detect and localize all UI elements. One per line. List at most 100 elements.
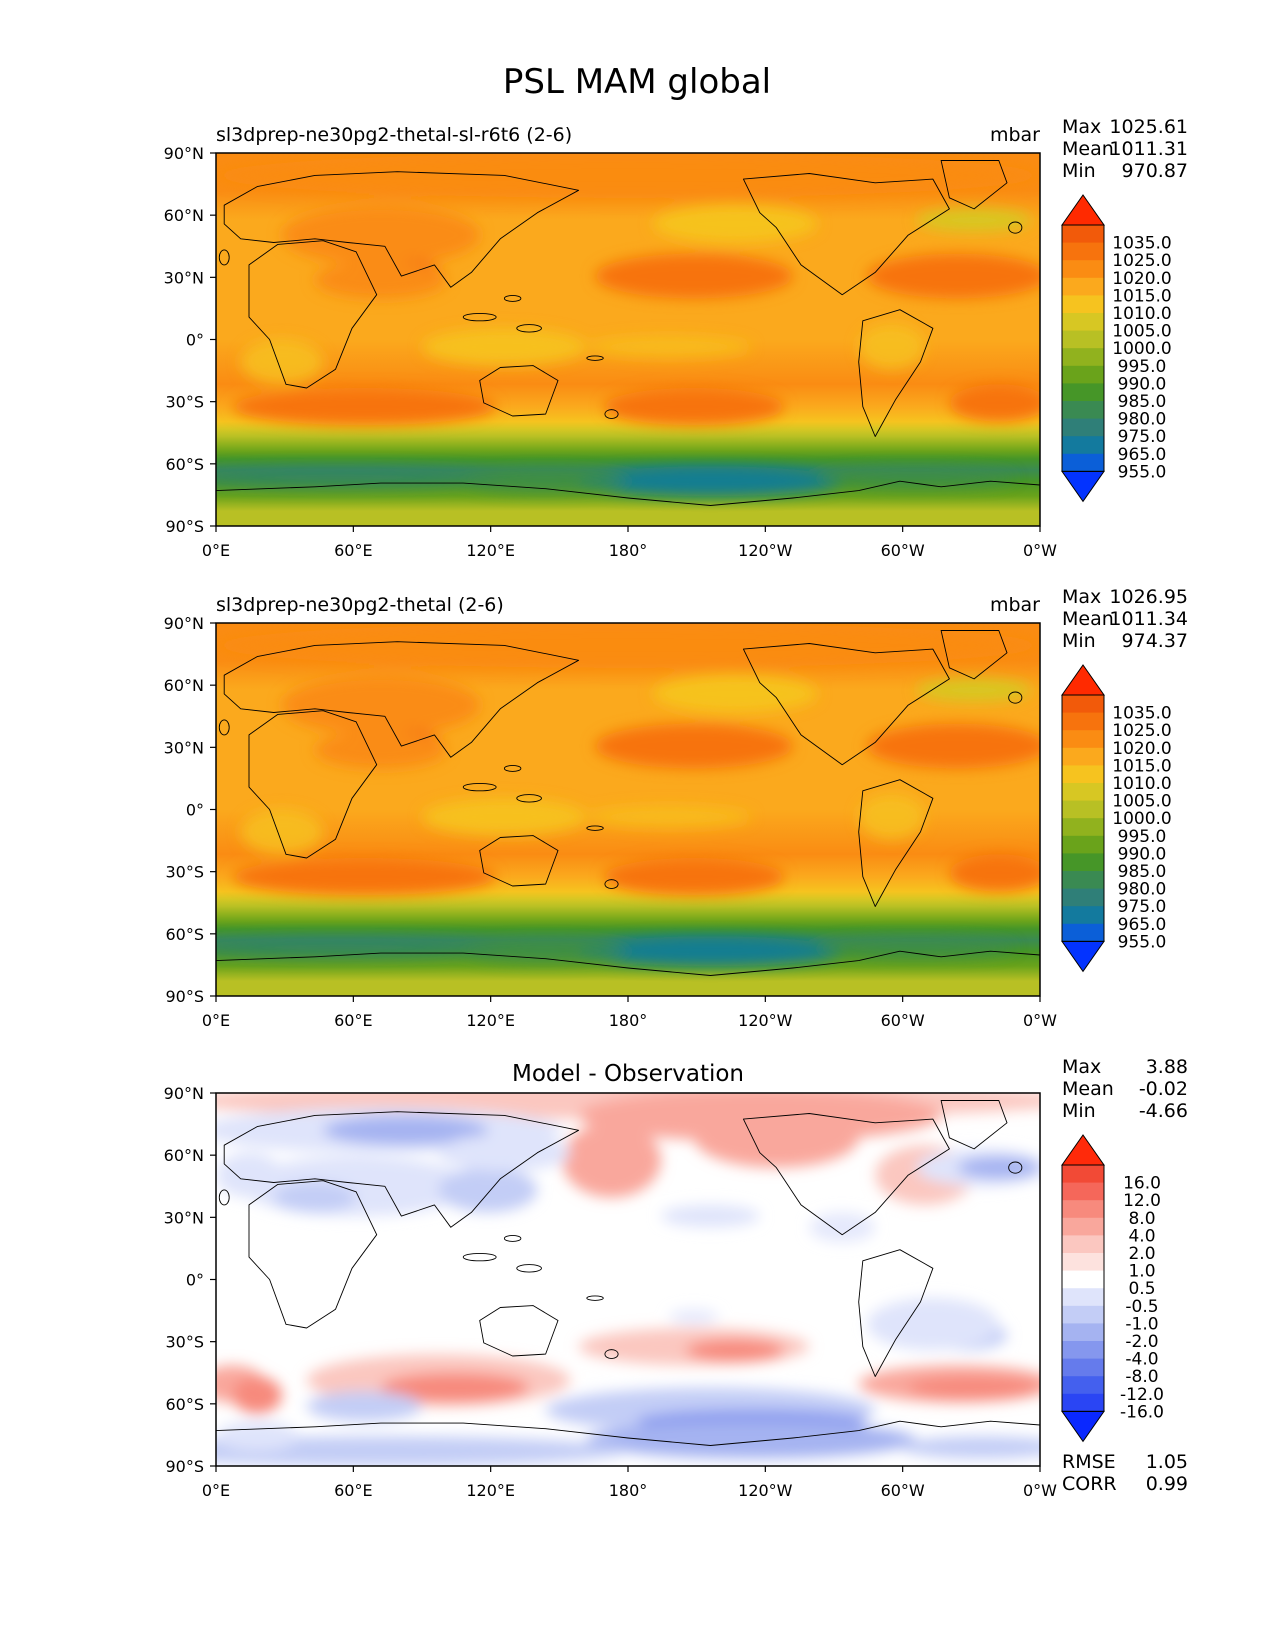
- map-panel-difference: 0°E 60°E 120°E 180° 120°W 60°W 0°W 90°N 60°N 30°N…: [164, 1056, 1188, 1500]
- y-tick-label: 90°N: [164, 1084, 204, 1103]
- x-tick-label: 60°E: [334, 1481, 372, 1500]
- y-tick-label: 30°S: [165, 1333, 204, 1352]
- coastline-island: [604, 1349, 619, 1360]
- stat-label: Max: [1062, 586, 1101, 608]
- colorbar-tick-label: 965.0: [1118, 915, 1167, 935]
- colorbar-segment: [1062, 695, 1104, 714]
- stat-value: 1.05: [1146, 1451, 1188, 1473]
- colorbar-segment: [1062, 730, 1104, 749]
- x-tick-label: 180°: [609, 541, 648, 560]
- contour-fill: [216, 623, 1040, 996]
- colorbar-tick-label: -12.0: [1120, 1385, 1164, 1405]
- axis-ticks: 0°E 60°E 120°E 180° 120°W 60°W 0°W 90°N 60°N 30°N…: [164, 614, 1058, 1030]
- colorbar-extend-max: [1061, 194, 1105, 226]
- stat-label: Max: [1062, 116, 1101, 138]
- x-tick-label: 0°W: [1023, 1481, 1057, 1500]
- colorbar-tick-label: 12.0: [1123, 1191, 1161, 1211]
- x-tick-label: 120°W: [738, 541, 793, 560]
- colorbar-extend-max: [1061, 1134, 1105, 1166]
- y-tick-label: 60°N: [164, 1146, 204, 1165]
- coastline-island: [503, 765, 522, 772]
- colorbar-tick-label: -2.0: [1125, 1332, 1158, 1352]
- y-tick-label: 30°N: [164, 738, 204, 757]
- colorbar-tick-label: -0.5: [1125, 1297, 1158, 1317]
- colorbar-segment: [1062, 313, 1104, 332]
- x-tick-label: 60°W: [881, 1011, 925, 1030]
- x-tick-label: 120°E: [466, 541, 515, 560]
- colorbar-tick-label: 975.0: [1118, 897, 1167, 917]
- x-tick-label: 120°W: [738, 1481, 793, 1500]
- stat-label: Min: [1062, 630, 1096, 652]
- coastline-island: [503, 1235, 522, 1242]
- colorbar-tick-label: -1.0: [1125, 1314, 1158, 1334]
- colorbar-segment: [1062, 871, 1104, 890]
- x-tick-label: 0°E: [202, 1481, 230, 1500]
- colorbar-tick-label: -4.0: [1125, 1350, 1158, 1370]
- coastline-greenland: [940, 1100, 1008, 1150]
- coastline-eurasia: [223, 641, 580, 758]
- colorbar-tick-label: 980.0: [1118, 880, 1167, 900]
- coastline-greenland: [940, 630, 1008, 680]
- coastline-island: [586, 1295, 604, 1301]
- map-panel-test: 0°E 60°E 120°E 180° 120°W 60°W 0°W 90°N 60°N 30°N…: [164, 116, 1188, 560]
- coastline-antarctica: [215, 950, 1041, 976]
- coastline-antarctica: [215, 480, 1041, 506]
- colorbar-segment: [1062, 1270, 1104, 1289]
- colorbar-segment: [1062, 453, 1104, 472]
- x-tick-label: 0°W: [1023, 1011, 1057, 1030]
- y-tick-label: 90°S: [165, 517, 204, 536]
- coastline-greenland: [940, 160, 1008, 210]
- stat-value: -0.02: [1139, 1078, 1188, 1100]
- y-tick-label: 90°S: [165, 1457, 204, 1476]
- stat-value: 1026.95: [1109, 586, 1188, 608]
- y-tick-label: 60°S: [165, 1395, 204, 1414]
- colorbar-segment: [1062, 765, 1104, 784]
- y-tick-label: 90°N: [164, 144, 204, 163]
- coastline-namerica: [742, 1113, 950, 1236]
- stat-value: 1011.31: [1109, 138, 1188, 160]
- colorbar-tick-label: 2.0: [1128, 1244, 1155, 1264]
- colorbar-segment: [1062, 906, 1104, 925]
- colorbar-segment: [1062, 348, 1104, 367]
- colorbar-segment: [1062, 295, 1104, 314]
- colorbar-segment: [1062, 1376, 1104, 1395]
- colorbar-tick-label: 1035.0: [1112, 704, 1171, 724]
- coastline-australia: [479, 365, 559, 417]
- colorbar-segment: [1062, 1341, 1104, 1360]
- coastline-eurasia: [223, 1111, 580, 1228]
- colorbar-segment: [1062, 1305, 1104, 1324]
- coastline-island: [1008, 691, 1023, 704]
- coastlines: [215, 1100, 1041, 1446]
- coastlines: [215, 160, 1041, 506]
- coastline-island: [586, 355, 604, 361]
- x-tick-label: 60°E: [334, 1011, 372, 1030]
- coastline-africa: [248, 240, 378, 389]
- y-tick-label: 30°S: [165, 393, 204, 412]
- coastline-island: [1008, 221, 1023, 234]
- coastline-island: [604, 409, 619, 420]
- stat-label: CORR: [1062, 1473, 1117, 1495]
- coastline-samerica: [858, 779, 934, 907]
- colorbar-segment: [1062, 418, 1104, 437]
- coastline-island: [462, 312, 497, 322]
- stat-value: 1025.61: [1109, 116, 1188, 138]
- coastline-africa: [248, 710, 378, 859]
- colorbar-segment: [1062, 277, 1104, 296]
- colorbar-tick-label: 1035.0: [1112, 234, 1171, 254]
- colorbar-segment: [1062, 242, 1104, 261]
- coastline-namerica: [742, 643, 950, 766]
- colorbar: 16.012.08.04.02.01.00.5-0.5-1.0-2.0-4.0-…: [1061, 1134, 1164, 1443]
- stat-label: Min: [1062, 160, 1096, 182]
- colorbar-tick-label: 1020.0: [1112, 269, 1171, 289]
- coastline-island: [516, 794, 542, 803]
- colorbar: 1035.01025.01020.01015.01010.01005.01000…: [1061, 194, 1172, 503]
- colorbar-tick-label: -16.0: [1120, 1402, 1164, 1422]
- colorbar-segment: [1062, 1200, 1104, 1219]
- stat-value: 970.87: [1122, 160, 1188, 182]
- colorbar-tick-label: 1010.0: [1112, 304, 1171, 324]
- y-tick-label: 90°S: [165, 987, 204, 1006]
- units-label: mbar: [990, 594, 1040, 616]
- colorbar-tick-label: 1.0: [1128, 1262, 1155, 1282]
- map-area: [215, 1092, 1041, 1467]
